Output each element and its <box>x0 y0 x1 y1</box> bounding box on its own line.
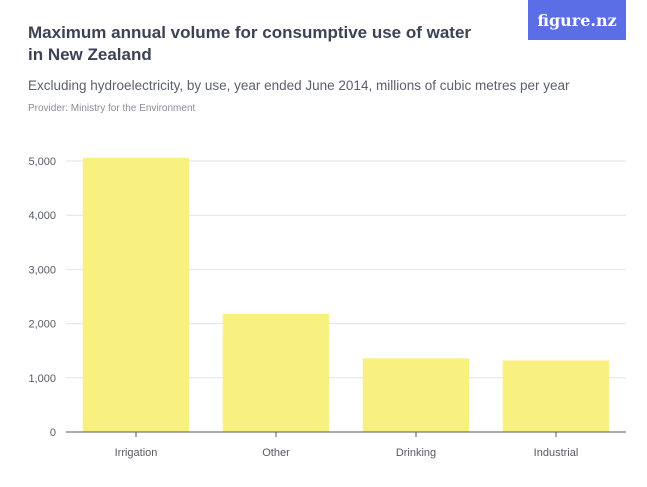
y-tick-label: 1,000 <box>28 373 56 385</box>
x-tick-label: Drinking <box>396 447 436 459</box>
x-tick-label: Irrigation <box>115 447 158 459</box>
y-tick-label: 5,000 <box>28 156 56 168</box>
y-tick-label: 0 <box>50 427 56 439</box>
chart-title: Maximum annual volume for consumptive us… <box>28 23 472 64</box>
x-tick-label: Other <box>262 447 290 459</box>
figure-nz-logo[interactable]: figure.nz <box>528 0 626 40</box>
provider-note: Provider: Ministry for the Environment <box>28 103 196 114</box>
bar-drinking[interactable] <box>362 358 470 432</box>
bars <box>82 157 610 433</box>
bar-other[interactable] <box>222 313 330 432</box>
chart-subtitle: Excluding hydroelectricity, by use, year… <box>28 78 570 93</box>
bar-industrial[interactable] <box>502 360 610 432</box>
axes: 0 1,000 2,000 3,000 4,000 5,000 Irrigation Othe… <box>28 156 626 459</box>
y-tick-label: 4,000 <box>28 210 56 222</box>
x-tick-label: Industrial <box>534 447 579 459</box>
bar-irrigation[interactable] <box>82 157 190 433</box>
y-tick-label: 3,000 <box>28 264 56 276</box>
y-tick-label: 2,000 <box>28 319 56 331</box>
